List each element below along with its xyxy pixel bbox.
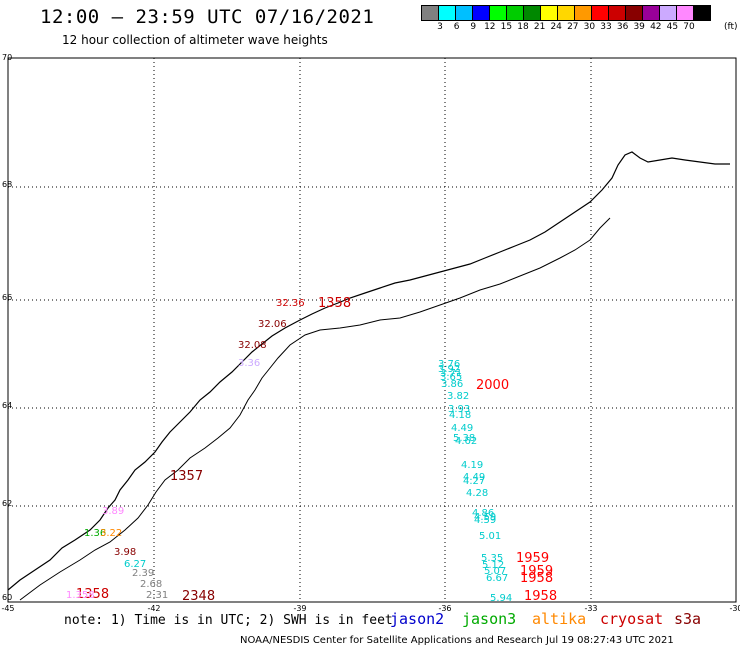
- plot-frame: [7, 57, 737, 603]
- wave-height-value: 5.94: [490, 593, 512, 604]
- scale-label: 3: [437, 22, 443, 32]
- wave-height-value: 3.36: [238, 358, 260, 369]
- wave-height-value: 3.82: [447, 391, 469, 402]
- scale-label: 70: [683, 22, 695, 32]
- wave-height-value: 5.01: [479, 531, 501, 542]
- wave-height-value: 2.68: [140, 579, 162, 590]
- y-tick-label: 70: [2, 53, 12, 62]
- footer-credit: NOAA/NESDIS Center for Satellite Applica…: [240, 635, 674, 646]
- wave-height-value: 5.38: [453, 433, 475, 444]
- map-title: 12:00 – 23:59 UTC 07/16/2021: [40, 6, 375, 28]
- cryosat-time-label: 2348: [182, 589, 215, 604]
- wave-height-value: 1.358: [66, 590, 95, 601]
- wave-height-value: 6.67: [486, 573, 508, 584]
- coastline: [7, 151, 730, 591]
- wave-height-value: 4.19: [461, 460, 483, 471]
- cryosat-time-label: 1958: [524, 589, 557, 604]
- wave-height-value: 4.62: [455, 436, 477, 447]
- wave-height-value: 5.35: [481, 553, 503, 564]
- scale-label: 39: [633, 22, 645, 32]
- wave-height-value: 1.36: [84, 528, 106, 539]
- wave-height-value: 2.31: [146, 590, 168, 601]
- wave-height-value: 4.18: [449, 410, 471, 421]
- color-scale-labels: 3 6 9 12 15 18 21 24 27 30 33 36 39 42 45 70: [422, 22, 740, 36]
- cryosat-time-label: 1958: [520, 571, 553, 586]
- scale-label: 36: [616, 22, 629, 32]
- satellite-cryosat: cryosat: [600, 610, 664, 628]
- wave-height-value: 3.76: [438, 359, 460, 370]
- y-tick-label: 64: [2, 401, 12, 410]
- x-tick-label: -36: [438, 604, 451, 613]
- color-scale-unit: (ft): [724, 22, 738, 32]
- scale-swatch: [693, 5, 711, 21]
- y-tick-label: 62: [2, 499, 12, 508]
- wave-height-value: 3.86: [441, 379, 463, 390]
- x-tick-label: -30: [729, 604, 740, 613]
- wave-height-value: 32.06: [258, 319, 287, 330]
- scale-label: 45: [666, 22, 679, 32]
- wave-height-value: 3.93: [448, 404, 470, 415]
- y-tick-label: 68: [2, 180, 12, 189]
- axis-tick-labels: -45 -42 -39 -36 -33 -30 70 68 66 64 62 60: [1, 53, 740, 613]
- wave-height-value: 4.49: [451, 423, 473, 434]
- wave-height-value: 2.39: [132, 568, 154, 579]
- scale-label: 24: [550, 22, 562, 32]
- cryosat-time-label: 1357: [170, 469, 203, 484]
- wave-height-value: 6.27: [124, 559, 146, 570]
- scale-label: 9: [470, 22, 477, 32]
- wave-height-value: 4.49: [463, 472, 485, 483]
- wave-height-value: 5.07: [484, 566, 506, 577]
- satellite-jason2: jason2: [390, 610, 445, 628]
- coastline-inner: [19, 217, 611, 601]
- wave-height-value: 3.98: [114, 547, 136, 558]
- wave-height-value: 3.22: [100, 528, 122, 539]
- wave-height-value: 4.27: [463, 476, 485, 487]
- footer-note: note: 1) Time is in UTC; 2) SWH is in fe…: [64, 613, 393, 628]
- scale-label: 21: [533, 22, 546, 32]
- wave-height-value: 32.08: [238, 340, 267, 351]
- wave-height-value: 3.89: [102, 506, 124, 517]
- scale-label: 18: [517, 22, 529, 32]
- scale-label: 42: [650, 22, 662, 32]
- cryosat-time-label: 2000: [476, 378, 509, 393]
- wave-height-value: 3.92: [438, 364, 460, 375]
- wave-height-value: 3.65: [440, 372, 462, 383]
- cryosat-time-label: 1358: [76, 587, 109, 602]
- wave-height-value: 4.59: [474, 512, 496, 523]
- color-scale: [421, 5, 711, 21]
- scale-label: 30: [583, 22, 596, 32]
- y-tick-label: 66: [2, 293, 12, 302]
- wave-height-value: 5.12: [482, 560, 504, 571]
- x-tick-label: -45: [1, 604, 14, 613]
- wave-height-value: 3.71: [440, 368, 462, 379]
- satellite-altika: altika: [532, 610, 587, 628]
- wave-height-value: 32.36: [276, 298, 305, 309]
- scale-label: 33: [600, 22, 612, 32]
- y-tick-label: 60: [2, 593, 12, 602]
- scale-label: 15: [500, 22, 513, 32]
- gridlines: [8, 58, 736, 602]
- map-subtitle: 12 hour collection of altimeter wave hei…: [62, 33, 328, 47]
- scale-label: 6: [453, 22, 460, 32]
- satellite-jason3: jason3: [462, 610, 517, 628]
- scale-label: 27: [567, 22, 579, 32]
- wave-height-value: 4.86: [472, 508, 494, 519]
- x-tick-label: -39: [293, 604, 306, 613]
- x-tick-label: -42: [147, 604, 160, 613]
- cryosat-time-label: 1959: [516, 551, 549, 566]
- scale-label: 12: [484, 22, 496, 32]
- x-tick-label: -33: [584, 604, 597, 613]
- cryosat-time-label: 1959: [520, 564, 553, 579]
- satellite-s3a: s3a: [674, 610, 702, 628]
- wave-height-value: 4.59: [474, 515, 496, 526]
- wave-height-value: 4.28: [466, 488, 488, 499]
- cryosat-time-label: 1358: [318, 296, 351, 311]
